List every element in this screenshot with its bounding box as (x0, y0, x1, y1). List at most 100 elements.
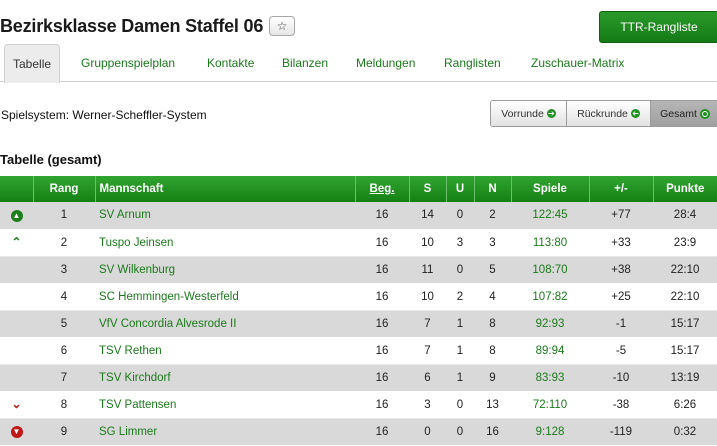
tab-zuschauer-matrix[interactable]: Zuschauer-Matrix (531, 56, 625, 70)
trend-cell (0, 364, 33, 392)
arrow-left-icon: ➔ (630, 109, 640, 118)
u-cell: 1 (446, 310, 474, 338)
arrow-right-icon: ➔ (546, 109, 556, 118)
ttr-rangliste-button[interactable]: TTR-Rangliste (599, 11, 717, 43)
u-cell: 0 (446, 202, 474, 230)
n-cell: 13 (474, 391, 511, 419)
table-row: ⌃ 2 Tuspo Jeinsen 16 10 3 3 113:80 +33 2… (0, 229, 717, 257)
header-beg[interactable]: Beg. (355, 176, 410, 202)
spiele-link[interactable]: 92:93 (511, 310, 589, 338)
team-link[interactable]: SC Hemmingen-Westerfeld (95, 283, 355, 311)
diff-cell: -1 (589, 310, 653, 338)
spiele-link[interactable]: 108:70 (511, 256, 589, 284)
spiele-link[interactable]: 9:128 (511, 418, 589, 446)
diff-cell: +38 (589, 256, 653, 284)
beg-cell: 16 (355, 283, 409, 311)
round-toggle: Vorrunde ➔ Rückrunde ➔ Gesamt (490, 100, 717, 127)
header-rang: Rang (33, 176, 96, 202)
trend-cell: ⌄ (0, 391, 33, 419)
table-row: 3 SV Wilkenburg 16 11 0 5 108:70 +38 22:… (0, 256, 717, 284)
trend-cell (0, 337, 33, 365)
u-cell: 1 (446, 364, 474, 392)
table-row: ⌄ 8 TSV Pattensen 16 3 0 13 72:110 -38 6… (0, 391, 717, 419)
tab-meldungen[interactable]: Meldungen (356, 56, 416, 70)
diff-cell: -38 (589, 391, 653, 419)
n-cell: 5 (474, 256, 511, 284)
header-s: S (409, 176, 447, 202)
chevron-down-icon: ⌄ (11, 397, 22, 411)
page-header: Bezirksklasse Damen Staffel 06 ☆ (0, 10, 296, 42)
diff-cell: +33 (589, 229, 653, 257)
gesamt-button[interactable]: Gesamt (651, 101, 717, 126)
spielsystem-label: Spielsystem: Werner-Scheffler-System (1, 108, 207, 122)
diff-cell: -119 (589, 418, 653, 446)
s-cell: 10 (409, 229, 446, 257)
rang-cell: 6 (33, 337, 95, 365)
n-cell: 2 (474, 202, 511, 230)
u-cell: 1 (446, 337, 474, 365)
team-link[interactable]: SG Limmer (95, 418, 355, 446)
s-cell: 3 (409, 391, 446, 419)
table-row: 5 VfV Concordia Alvesrode II 16 7 1 8 92… (0, 310, 717, 338)
punkte-cell: 15:17 (653, 337, 717, 365)
team-link[interactable]: SV Arnum (95, 202, 355, 230)
radio-selected-icon (699, 108, 710, 119)
s-cell: 7 (409, 310, 446, 338)
tab-gruppenspielplan[interactable]: Gruppenspielplan (81, 56, 176, 70)
rang-cell: 3 (33, 256, 95, 284)
spiele-link[interactable]: 83:93 (511, 364, 589, 392)
diff-cell: -5 (589, 337, 653, 365)
beg-cell: 16 (355, 337, 409, 365)
star-icon: ☆ (276, 19, 288, 33)
rang-cell: 4 (33, 283, 95, 311)
rang-cell: 8 (33, 391, 95, 419)
beg-cell: 16 (355, 418, 409, 446)
chevron-up-icon: ⌃ (11, 235, 22, 249)
tab-tabelle[interactable]: Tabelle (4, 44, 61, 83)
table-row: 6 TSV Rethen 16 7 1 8 89:94 -5 15:17 (0, 337, 717, 365)
beg-cell: 16 (355, 256, 409, 284)
s-cell: 11 (409, 256, 446, 284)
punkte-cell: 22:10 (653, 256, 717, 284)
n-cell: 8 (474, 337, 511, 365)
beg-cell: 16 (355, 364, 409, 392)
header-n: N (474, 176, 512, 202)
rueckrunde-button[interactable]: Rückrunde ➔ (567, 101, 651, 126)
section-title: Tabelle (gesamt) (0, 152, 102, 167)
header-mannschaft: Mannschaft (95, 176, 356, 202)
spiele-link[interactable]: 122:45 (511, 202, 589, 230)
team-link[interactable]: VfV Concordia Alvesrode II (95, 310, 355, 338)
table-row: ▼ 9 SG Limmer 16 0 0 16 9:128 -119 0:32 (0, 418, 717, 446)
team-link[interactable]: TSV Rethen (95, 337, 355, 365)
team-link[interactable]: SV Wilkenburg (95, 256, 355, 284)
header-u: U (446, 176, 475, 202)
table-row: 7 TSV Kirchdorf 16 6 1 9 83:93 -10 13:19 (0, 364, 717, 392)
n-cell: 3 (474, 229, 511, 257)
trend-cell: ▲ (0, 202, 33, 230)
team-link[interactable]: TSV Kirchdorf (95, 364, 355, 392)
rang-cell: 2 (33, 229, 95, 257)
spiele-link[interactable]: 89:94 (511, 337, 589, 365)
tab-ranglisten[interactable]: Ranglisten (444, 56, 501, 70)
standings-table: Rang Mannschaft Beg. S U N Spiele +/- Pu… (0, 176, 717, 446)
diff-cell: +77 (589, 202, 653, 230)
vorrunde-button[interactable]: Vorrunde ➔ (491, 101, 567, 126)
header-punkte: Punkte (653, 176, 717, 202)
team-link[interactable]: TSV Pattensen (95, 391, 355, 419)
trend-cell (0, 283, 33, 311)
team-link[interactable]: Tuspo Jeinsen (95, 229, 355, 257)
tab-bilanzen[interactable]: Bilanzen (282, 56, 329, 70)
promotion-up-circle-icon: ▲ (10, 209, 23, 222)
relegation-down-circle-icon: ▼ (10, 425, 23, 438)
s-cell: 0 (409, 418, 446, 446)
favorite-button[interactable]: ☆ (269, 16, 296, 36)
punkte-cell: 15:17 (653, 310, 717, 338)
diff-cell: -10 (589, 364, 653, 392)
spiele-link[interactable]: 72:110 (511, 391, 589, 419)
spiele-link[interactable]: 107:82 (511, 283, 589, 311)
spiele-link[interactable]: 113:80 (511, 229, 589, 257)
tab-kontakte[interactable]: Kontakte (207, 56, 255, 70)
trend-cell: ▼ (0, 418, 33, 446)
rang-cell: 1 (33, 202, 95, 230)
punkte-cell: 28:4 (653, 202, 717, 230)
